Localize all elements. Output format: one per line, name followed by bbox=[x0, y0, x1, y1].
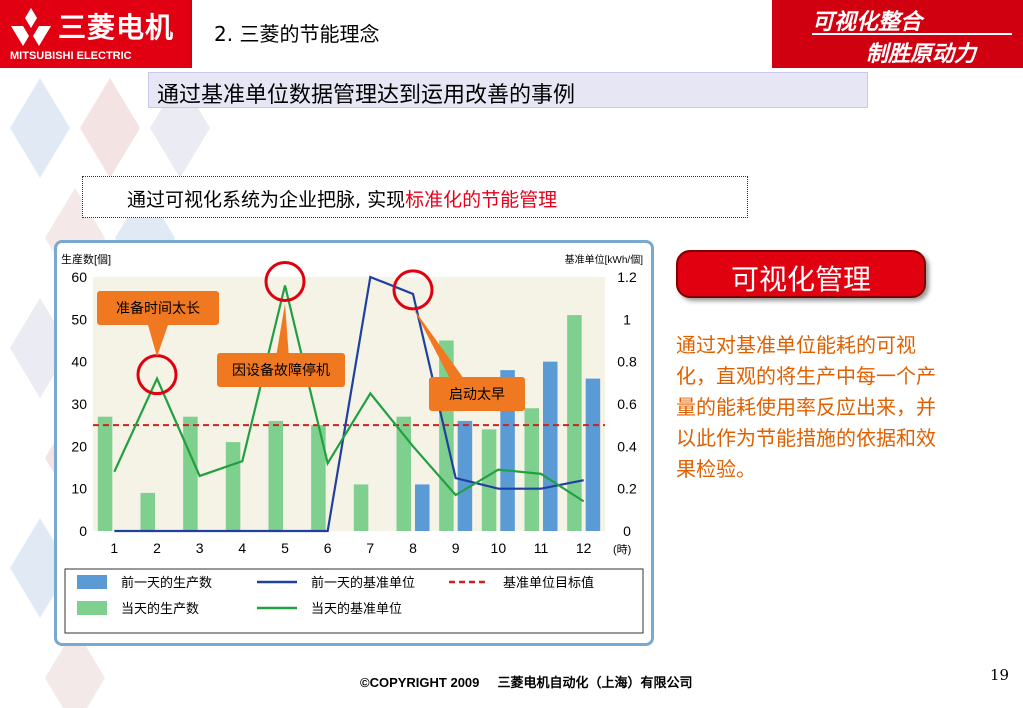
slide-subtitle: 通过基准单位数据管理达到运用改善的事例 bbox=[157, 83, 576, 108]
energy-chart: 生産数[個] 基准单位[kWh/個] 0 10 20 30 40 50 60 0 0.2 0.4 0.6… bbox=[61, 252, 644, 634]
description-text: 通过对基准单位能耗的可视化，直观的将生产中每一个产量的能耗使用率反应出来，并以此… bbox=[676, 333, 936, 481]
banner-text-highlight: 标准化的节能管理 bbox=[405, 189, 558, 211]
copyright-footer: ©COPYRIGHT 2009 三菱电机自动化（上海）有限公司 bbox=[360, 675, 693, 690]
bar-today bbox=[225, 442, 241, 531]
bar-today bbox=[567, 315, 582, 531]
x-tick-label: 1 bbox=[110, 540, 118, 556]
x-tick-label: 7 bbox=[366, 540, 374, 556]
callout-text: 因设备故障停机 bbox=[232, 362, 330, 379]
mitsubishi-diamond-icon bbox=[11, 8, 51, 46]
y2-tick-label: 0.8 bbox=[617, 354, 637, 370]
y-tick-label: 0 bbox=[79, 523, 87, 539]
y-tick-label: 40 bbox=[71, 354, 87, 370]
bar-today bbox=[97, 416, 113, 531]
bar-prev-day bbox=[415, 484, 430, 531]
bar-today bbox=[183, 416, 198, 531]
highlight-circle bbox=[392, 269, 434, 311]
legend-swatch bbox=[77, 601, 107, 615]
callout-box bbox=[97, 291, 219, 325]
legend-label: 当天的生产数 bbox=[121, 601, 199, 617]
y-tick-label: 10 bbox=[71, 481, 87, 497]
x-tick-label: 5 bbox=[281, 540, 289, 556]
slogan-line-2: 制胜原动力 bbox=[866, 42, 977, 67]
bar-today bbox=[396, 416, 411, 531]
legend-box bbox=[64, 568, 644, 634]
header-bar: 三菱电机 MITSUBISHI ELECTRIC 2. 三菱的节能理念 可视化整… bbox=[0, 0, 1023, 68]
y-tick-label: 30 bbox=[71, 396, 87, 412]
bar-today bbox=[268, 420, 283, 531]
bar-prev-day bbox=[457, 420, 473, 531]
callout-text: 启动太早 bbox=[449, 387, 505, 403]
bar-today bbox=[353, 484, 369, 531]
logo-chinese-text: 三菱电机 bbox=[58, 11, 175, 44]
bar-today bbox=[524, 408, 539, 531]
x-tick-label: 11 bbox=[534, 540, 549, 556]
x-tick-label: 2 bbox=[153, 540, 161, 556]
callout-box bbox=[217, 353, 345, 387]
y2-tick-label: 0 bbox=[623, 523, 631, 539]
section-title: 2. 三菱的节能理念 bbox=[214, 22, 380, 46]
slogan-divider bbox=[812, 33, 1012, 35]
y2-tick-label: 0.4 bbox=[617, 438, 637, 454]
subtitle-box: 通过基准单位数据管理达到运用改善的事例 bbox=[148, 72, 868, 108]
highlight-circle bbox=[264, 260, 306, 302]
x-tick-label: 3 bbox=[196, 540, 204, 556]
line-prev-day bbox=[114, 275, 584, 533]
page-number: 19 bbox=[990, 666, 1010, 684]
y2-tick-label: 0.2 bbox=[617, 481, 637, 497]
chart-frame: 生産数[個] 基准单位[kWh/個] 0 10 20 30 40 50 60 0 0.2 0.4 0.6… bbox=[54, 240, 654, 646]
callout-pointer bbox=[148, 325, 168, 357]
bar-prev-day bbox=[585, 378, 601, 531]
banner-box: 通过可视化系统为企业把脉, 实现标准化的节能管理 bbox=[82, 176, 748, 218]
left-axis-label: 生産数[個] bbox=[61, 252, 111, 266]
visual-management-label: 可视化管理 bbox=[730, 263, 871, 296]
legend-label: 前一天的基准单位 bbox=[311, 575, 415, 591]
y2-tick-label: 1.2 bbox=[617, 269, 637, 285]
logo: 三菱电机 MITSUBISHI ELECTRIC bbox=[0, 0, 190, 68]
x-tick-label: 12 bbox=[576, 540, 592, 556]
right-axis-label: 基准单位[kWh/個] bbox=[565, 253, 644, 266]
x-tick-label: 9 bbox=[452, 540, 460, 556]
y2-tick-label: 1 bbox=[623, 311, 631, 327]
legend-label: 基准单位目标值 bbox=[503, 575, 594, 591]
callout-text: 准备时间太长 bbox=[116, 300, 200, 317]
callout-box bbox=[429, 377, 525, 411]
x-tick-label: 6 bbox=[324, 540, 332, 556]
x-unit-label: (時) bbox=[613, 543, 631, 556]
visual-management-button[interactable]: 可视化管理 bbox=[676, 250, 926, 298]
slogan-line-1: 可视化整合 bbox=[812, 10, 923, 35]
section-title-area: 2. 三菱的节能理念 bbox=[192, 0, 772, 68]
x-tick-label: 4 bbox=[238, 540, 246, 556]
line-today bbox=[113, 285, 585, 503]
y-tick-label: 60 bbox=[71, 269, 87, 285]
bar-today bbox=[311, 425, 326, 531]
y-tick-label: 20 bbox=[71, 438, 87, 454]
legend-label: 当天的基准单位 bbox=[311, 601, 402, 617]
logo-english-text: MITSUBISHI ELECTRIC bbox=[10, 50, 132, 62]
bar-prev-day bbox=[543, 361, 558, 531]
y2-tick-label: 0.6 bbox=[617, 396, 637, 412]
legend-swatch bbox=[77, 575, 107, 589]
bar-today bbox=[140, 492, 155, 531]
banner-text: 通过可视化系统为企业把脉, 实现标准化的节能管理 bbox=[127, 185, 557, 212]
legend-label: 前一天的生产数 bbox=[121, 575, 212, 591]
y-tick-label: 50 bbox=[71, 311, 87, 327]
bar-today bbox=[481, 429, 497, 531]
banner-text-main: 通过可视化系统为企业把脉, 实现 bbox=[127, 189, 406, 211]
x-tick-label: 8 bbox=[409, 540, 417, 556]
x-tick-label: 10 bbox=[491, 540, 507, 556]
